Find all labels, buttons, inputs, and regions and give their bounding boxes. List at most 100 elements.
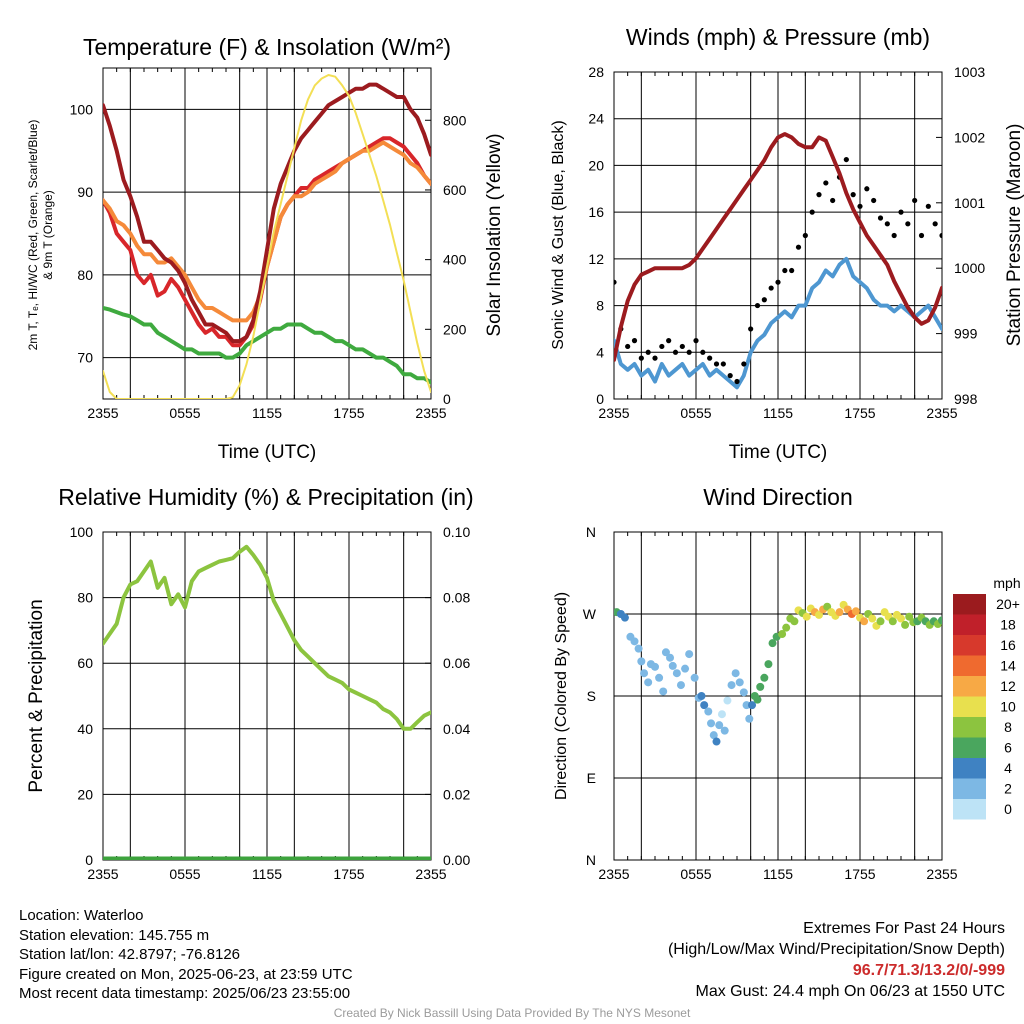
gust-point — [734, 378, 740, 385]
gust-point — [939, 232, 942, 239]
y-tick-label: E — [587, 770, 596, 786]
gust-point — [782, 267, 788, 274]
y-tick-label: 60 — [77, 655, 93, 671]
temperature-x-label: Time (UTC) — [218, 442, 317, 463]
colorbar-swatch — [953, 655, 986, 676]
direction-point — [630, 637, 639, 646]
direction-point — [668, 661, 677, 670]
direction-point — [901, 620, 910, 629]
colorbar-label: 16 — [1000, 637, 1016, 653]
y2-tick-label: 0.04 — [443, 721, 470, 737]
direction-point — [760, 673, 769, 682]
y-tick-label: 100 — [70, 101, 94, 117]
x-tick-label: 2355 — [926, 866, 957, 882]
series-line-0 — [103, 544, 431, 731]
gust-point — [614, 279, 617, 285]
direction-point — [888, 617, 897, 626]
direction-point — [655, 673, 664, 682]
y-tick-label: 8 — [596, 298, 604, 314]
colorbar-label: 10 — [1000, 699, 1016, 715]
gust-point — [625, 343, 631, 350]
y2-tick-label: 0.08 — [443, 590, 470, 606]
winds-y-label-left: Sonic Wind & Gust (Blue, Black) — [550, 120, 567, 349]
y-tick-label: N — [586, 852, 596, 868]
gust-point — [768, 285, 774, 291]
x-tick-label: 0555 — [169, 405, 200, 421]
colorbar-label: 4 — [1004, 760, 1012, 776]
direction-point — [644, 678, 653, 687]
y2-tick-label: 800 — [443, 112, 467, 128]
direction-point — [753, 695, 762, 704]
colorbar-label: 20+ — [996, 596, 1020, 612]
y-tick-label: 20 — [588, 157, 604, 173]
direction-point — [756, 682, 765, 691]
x-tick-label: 2355 — [87, 405, 118, 421]
colorbar-swatch — [953, 799, 986, 820]
gust-point — [679, 343, 685, 350]
direction-point — [835, 608, 844, 617]
max-gust-text: Max Gust: 24.4 mph On 06/23 at 1550 UTC — [695, 983, 1006, 1000]
x-tick-label: 2355 — [415, 866, 446, 882]
direction-point — [697, 692, 706, 700]
gust-point — [727, 373, 733, 379]
gust-point — [891, 232, 897, 239]
winds-y-ticks-right: 998 999 1000 1001 1002 1003 — [954, 64, 985, 407]
direction-point — [851, 607, 860, 616]
y-tick-label: W — [583, 606, 597, 622]
direction-point — [782, 623, 791, 632]
gust-point — [898, 209, 904, 215]
gust-point — [741, 361, 747, 367]
direction-point — [778, 630, 787, 639]
humidity-title: Relative Humidity (%) & Precipitation (i… — [58, 484, 473, 510]
temperature-y-ticks-left: 70 80 90 100 — [70, 101, 94, 365]
x-tick-label: 1155 — [763, 866, 793, 882]
colorbar-swatch — [953, 778, 986, 799]
series-line-2 — [103, 82, 431, 344]
y-tick-label: 4 — [596, 344, 604, 360]
temperature-y-ticks-right: 0 200 400 600 800 — [443, 112, 467, 407]
gust-point — [864, 186, 870, 192]
gust-point — [843, 156, 849, 163]
x-tick-label: 1755 — [844, 866, 875, 882]
series-line-3 — [103, 306, 431, 385]
direction-point — [676, 681, 685, 690]
y-tick-label: 16 — [588, 204, 604, 220]
direction-point — [659, 687, 668, 696]
colorbar-swatch — [953, 594, 986, 615]
gust-point — [754, 302, 761, 309]
temperature-y-label-left-line2: & 9m T (Orange) — [41, 190, 55, 280]
y-tick-label: 0 — [85, 852, 93, 868]
y-tick-label: 40 — [77, 721, 93, 737]
colorbar-swatch — [953, 737, 986, 758]
direction-grid — [613, 532, 943, 860]
winds-panel: Winds (mph) & Pressure (mb) 2355 0555 1155… — [550, 24, 1024, 463]
gust-point — [707, 355, 713, 361]
direction-point — [768, 639, 777, 648]
gust-point — [720, 361, 726, 367]
gust-point — [659, 343, 665, 350]
direction-point — [860, 617, 869, 626]
direction-point — [905, 612, 914, 621]
series-line-4 — [103, 74, 431, 399]
gust-point — [761, 297, 767, 303]
gust-point — [789, 267, 795, 274]
gust-point — [713, 361, 720, 367]
recent-text: Most recent data timestamp: 2025/06/23 2… — [19, 985, 351, 1003]
y2-tick-label: 1001 — [954, 195, 985, 211]
y-tick-label: 70 — [77, 350, 93, 366]
extremes-title: Extremes For Past 24 Hours — [803, 920, 1005, 937]
direction-point — [739, 688, 748, 697]
direction-y-ticks-left: N E S W N — [583, 524, 597, 868]
gust-point — [932, 221, 938, 227]
credit-text: Created By Nick Bassill Using Data Provi… — [333, 1006, 691, 1020]
gust-point — [686, 349, 692, 355]
gust-point — [850, 192, 856, 198]
y2-tick-label: 0.00 — [443, 852, 470, 868]
winds-y-label-right: Station Pressure (Maroon) — [1004, 124, 1024, 347]
gust-point — [775, 279, 781, 285]
temperature-series — [103, 74, 431, 399]
direction-point — [731, 669, 740, 678]
direction-point — [707, 719, 716, 728]
y2-tick-label: 200 — [443, 321, 467, 337]
winds-y-ticks-left: 0 4 8 12 16 20 24 28 — [588, 64, 604, 407]
